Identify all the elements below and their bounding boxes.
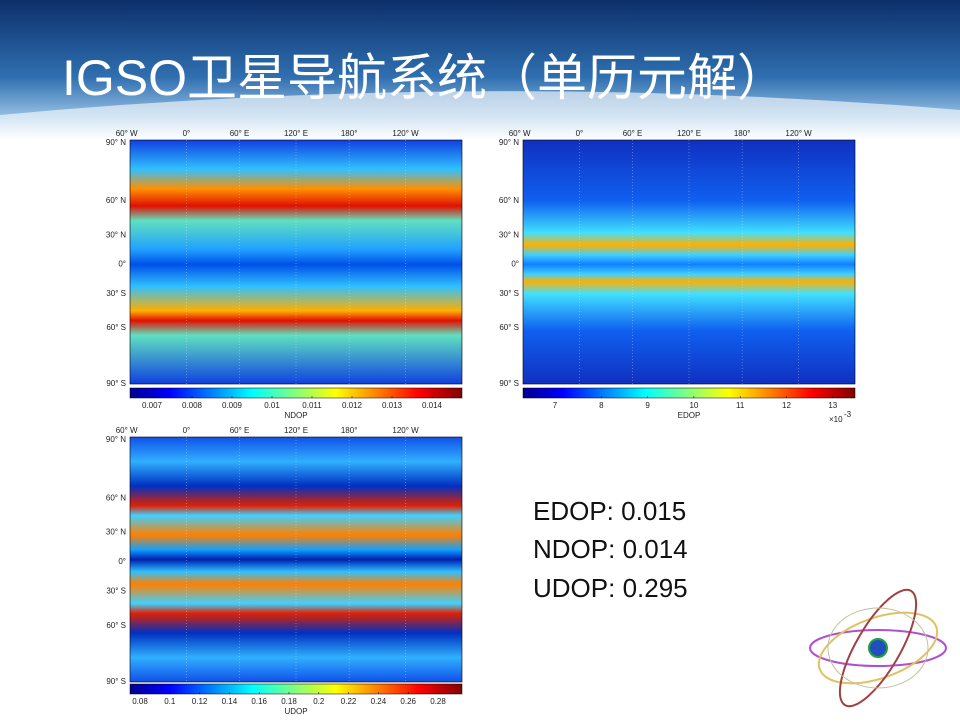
colorbar-tick-label: 0.22 — [341, 697, 357, 706]
lat-label: 30° S — [106, 289, 126, 298]
colorbar-tick-label: 0.14 — [222, 697, 238, 706]
lat-label: 90° S — [106, 379, 126, 388]
lon-label: 120° E — [284, 426, 308, 435]
colorbar — [522, 387, 856, 399]
lon-label: 120° E — [284, 129, 308, 138]
lat-label: 60° N — [106, 196, 126, 205]
colorbar-tick-label: 11 — [736, 401, 745, 410]
lon-label: 180° — [341, 129, 358, 138]
lon-label: 0° — [183, 129, 191, 138]
lon-label: 60° E — [230, 129, 250, 138]
lat-label: 0° — [118, 260, 126, 269]
orbit-logo — [809, 588, 947, 708]
lon-label: 60° E — [623, 129, 643, 138]
colorbar-tick-label: 0.26 — [400, 697, 416, 706]
colorbar — [129, 683, 463, 695]
lon-label: 180° — [341, 426, 358, 435]
colorbar-tick-label: 0.007 — [142, 401, 163, 410]
lat-label: 0° — [118, 557, 126, 566]
lon-label: 60° W — [116, 129, 138, 138]
lat-label: 30° N — [499, 230, 519, 239]
lat-label: 60° S — [106, 621, 126, 630]
colorbar-tick-label: 0.013 — [382, 401, 403, 410]
colorbar-label: NDOP — [284, 411, 307, 420]
colorbar-tick-label: 0.01 — [264, 401, 280, 410]
colorbar-tick-label: 10 — [689, 401, 698, 410]
colorbar-tick-label: 12 — [782, 401, 791, 410]
colorbar-tick-label: 0.18 — [281, 697, 297, 706]
lat-label: 30° N — [106, 230, 126, 239]
colorbar-tick-label: 0.014 — [422, 401, 443, 410]
colorbar-tick-label: 8 — [599, 401, 604, 410]
horizon — [0, 91, 960, 140]
lon-label: 120° W — [785, 129, 812, 138]
lon-label: 0° — [576, 129, 584, 138]
lat-label: 60° N — [106, 493, 126, 502]
lat-label: 90° S — [106, 677, 126, 686]
lon-label: 60° W — [509, 129, 531, 138]
lat-label: 0° — [511, 260, 519, 269]
lat-label: 60° N — [499, 196, 519, 205]
lat-label: 30° N — [106, 528, 126, 537]
lat-label: 90° N — [106, 435, 126, 444]
colorbar-tick-label: 0.009 — [222, 401, 243, 410]
colorbar-tick-label: 0.012 — [342, 401, 363, 410]
colorbar-scale: ×10 — [829, 415, 843, 424]
lat-label: 90° S — [499, 379, 519, 388]
colorbar-tick-label: 0.24 — [371, 697, 387, 706]
lat-label: 60° S — [499, 323, 519, 332]
result-line: NDOP: 0.014 — [533, 534, 688, 564]
slide-title: IGSO卫星导航系统（单历元解） — [62, 50, 787, 106]
colorbar-tick-label: 0.011 — [302, 401, 322, 410]
colorbar-tick-label: 0.2 — [313, 697, 325, 706]
result-line: UDOP: 0.295 — [533, 573, 688, 603]
lon-label: 60° E — [230, 426, 250, 435]
lon-label: 0° — [183, 426, 191, 435]
colorbar-tick-label: 0.16 — [251, 697, 267, 706]
lon-label: 180° — [734, 129, 751, 138]
colorbar-tick-label: 7 — [553, 401, 558, 410]
lat-label: 90° N — [106, 138, 126, 147]
results: EDOP: 0.015 NDOP: 0.014 UDOP: 0.295 — [533, 496, 688, 603]
lat-label: 90° N — [499, 138, 519, 147]
colorbar-tick-label: 0.1 — [164, 697, 176, 706]
colorbar-tick-label: 0.008 — [182, 401, 203, 410]
colorbar-tick-label: 9 — [645, 401, 650, 410]
lat-label: 30° S — [106, 586, 126, 595]
colorbar-scale-exp: -3 — [844, 410, 852, 419]
lon-label: 60° W — [116, 426, 138, 435]
colorbar-tick-label: 0.12 — [192, 697, 208, 706]
result-line: EDOP: 0.015 — [533, 496, 686, 526]
colorbar-label: UDOP — [284, 707, 307, 716]
colorbar-tick-label: 0.08 — [132, 697, 148, 706]
colorbar-tick-label: 0.28 — [430, 697, 446, 706]
lon-label: 120° W — [392, 129, 419, 138]
lon-label: 120° W — [392, 426, 419, 435]
lon-label: 120° E — [677, 129, 701, 138]
heatmap — [522, 139, 856, 385]
lat-label: 60° S — [106, 323, 126, 332]
colorbar-label: EDOP — [678, 411, 701, 420]
heatmap — [129, 139, 463, 385]
colorbar-tick-label: 13 — [828, 401, 837, 410]
colorbar — [129, 387, 463, 399]
lat-label: 30° S — [499, 289, 519, 298]
